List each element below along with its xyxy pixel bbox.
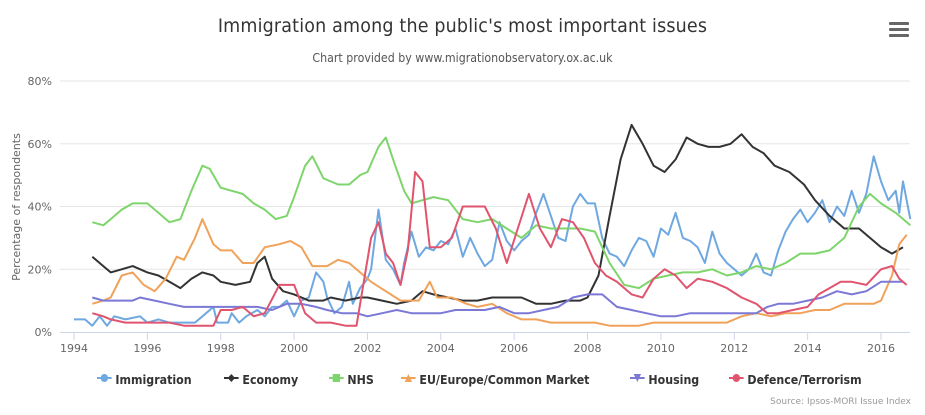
legend-label: Economy (242, 372, 299, 387)
legend-label: Housing (648, 372, 700, 387)
circle-marker-icon (97, 372, 115, 387)
legend-item-defence-terrorism[interactable]: Defence/Terrorism (729, 372, 862, 387)
x-tick-label: 2010 (647, 342, 675, 355)
triangle-down-marker-icon (630, 372, 648, 387)
legend-item-nhs[interactable]: NHS (328, 372, 374, 387)
legend: Immigration Economy NHS EU/Europe/Common Ma… (97, 372, 897, 387)
legend-item-housing[interactable]: Housing (630, 372, 699, 387)
hamburger-menu-icon[interactable] (889, 22, 909, 40)
x-tick-label: 2016 (867, 342, 895, 355)
x-tick-label: 2012 (720, 342, 748, 355)
series-line-nhs[interactable] (92, 136, 911, 290)
y-tick-label: 0% (35, 326, 52, 339)
y-tick-label: 80% (28, 75, 52, 88)
y-tick-label: 40% (28, 201, 52, 214)
grid-lines: 0% 20% 40% 60% 80% (28, 75, 910, 339)
legend-item-eu-europe-common-market[interactable]: EU/Europe/Common Market (401, 372, 590, 387)
legend-label: Defence/Terrorism (747, 372, 862, 387)
x-tick-label: 2014 (794, 342, 822, 355)
legend-label: Immigration (115, 372, 192, 387)
source-credit: Source: Ipsos-MORI Issue Index (770, 397, 911, 407)
x-tick-label: 2000 (280, 342, 308, 355)
x-tick-label: 2006 (500, 342, 528, 355)
legend-item-immigration[interactable]: Immigration (97, 372, 192, 387)
x-tick-label: 2008 (574, 342, 602, 355)
x-tick-label: 1996 (133, 342, 161, 355)
circle-marker-icon (729, 372, 747, 387)
legend-item-economy[interactable]: Economy (223, 372, 299, 387)
x-tick-label: 2002 (353, 342, 381, 355)
series-line-defence-terrorism[interactable] (92, 171, 908, 327)
series-line-economy[interactable] (91, 123, 904, 305)
diamond-marker-icon (223, 372, 242, 387)
triangle-marker-icon (401, 372, 419, 387)
axes: 1994 1996 1998 2000 2002 2004 2006 2008 2010 2012… (60, 332, 910, 355)
x-tick-label: 2004 (427, 342, 455, 355)
x-tick-label: 1994 (60, 342, 88, 355)
legend-label: EU/Europe/Common Market (419, 372, 590, 387)
y-axis-label: Percentage of respondents (10, 133, 23, 281)
chart-subtitle: Chart provided by www.migrationobservato… (312, 51, 613, 65)
x-tick-label: 1998 (207, 342, 235, 355)
chart-title: Immigration among the public's most impo… (217, 15, 708, 37)
y-tick-label: 20% (28, 263, 52, 276)
y-tick-label: 60% (28, 138, 52, 151)
series-line-eu-europe-common-market[interactable] (92, 218, 908, 327)
series-line-immigration[interactable] (74, 155, 912, 327)
series-layer (74, 123, 912, 327)
series-line-housing[interactable] (92, 280, 903, 318)
legend-label: NHS (346, 372, 374, 387)
square-marker-icon (328, 372, 347, 387)
